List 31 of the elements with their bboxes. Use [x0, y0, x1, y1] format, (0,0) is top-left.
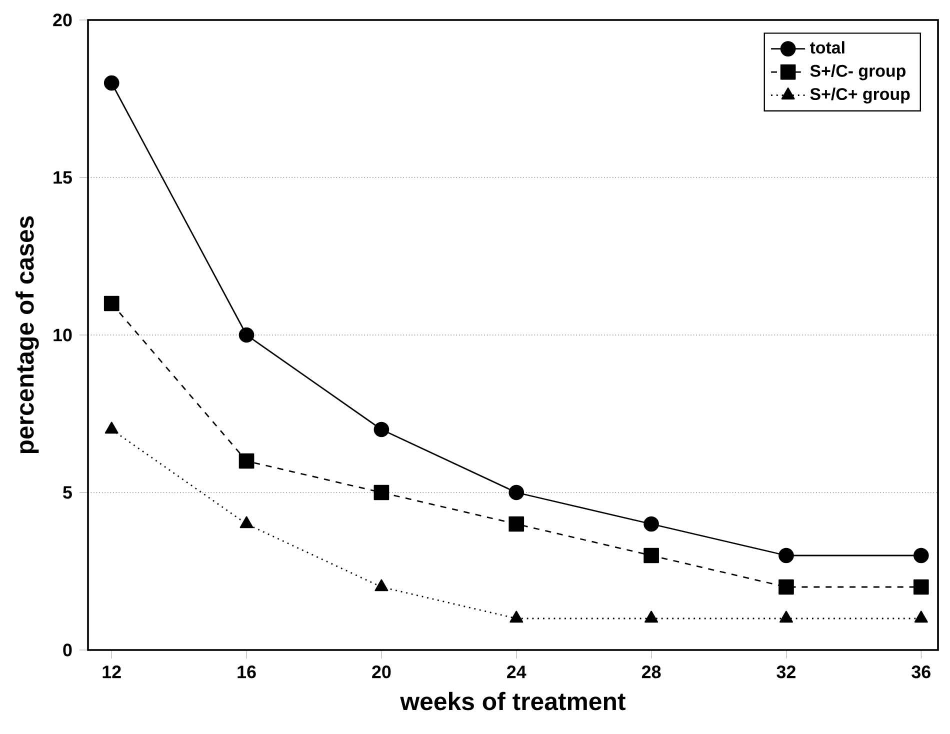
x-tick-label: 24: [507, 666, 526, 678]
legend-label: S+/C- group: [810, 64, 906, 80]
y-axis-title: percentage of cases: [15, 216, 39, 454]
point: [778, 579, 794, 595]
y-tick-label: 10: [54, 328, 72, 342]
x-tick-label: 20: [372, 666, 391, 678]
point: [238, 453, 254, 469]
point: [913, 548, 929, 564]
legend-label: total: [810, 41, 844, 54]
point: [644, 516, 659, 532]
x-tick-label: 28: [642, 666, 661, 678]
x-tick-label: 16: [238, 666, 256, 678]
point: [374, 422, 390, 438]
y-tick-label: 20: [53, 14, 72, 26]
legend-label: S+/C+ group: [810, 88, 910, 104]
point: [644, 548, 659, 564]
x-axis-title: weeks of treatment: [400, 692, 626, 710]
x-tick-label: 12: [102, 666, 121, 678]
point: [508, 516, 524, 532]
y-tick-label: 15: [54, 171, 72, 184]
x-tick-label: 32: [776, 666, 796, 678]
point: [104, 296, 120, 312]
x-tick-label: 36: [912, 666, 930, 678]
point: [508, 484, 524, 500]
point: [374, 484, 390, 500]
y-tick-label: 0: [63, 644, 72, 656]
point: [913, 579, 929, 595]
point: [238, 327, 254, 343]
point: [778, 548, 794, 564]
point: [104, 75, 120, 91]
y-tick-label: 5: [63, 486, 72, 499]
